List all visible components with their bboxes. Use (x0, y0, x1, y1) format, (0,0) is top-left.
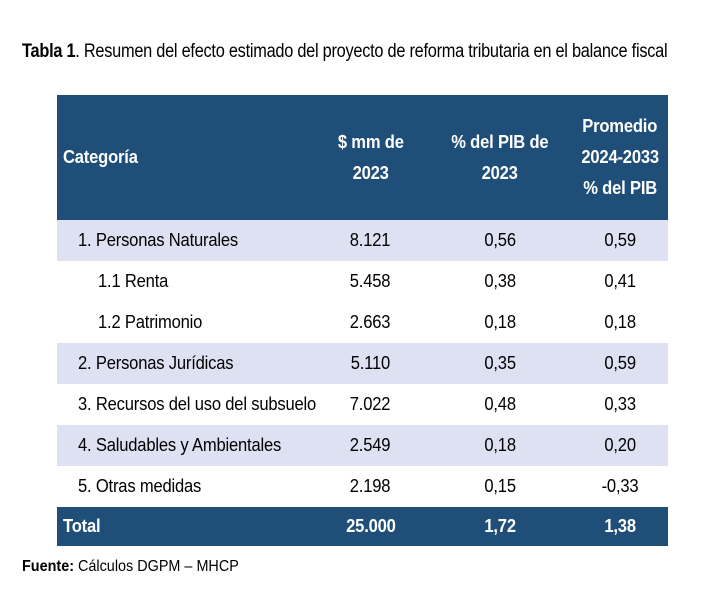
row-promedio: 0,59 (572, 220, 668, 261)
row-pib: 0,18 (428, 302, 572, 343)
header-pib: % del PIB de 2023 (428, 95, 572, 220)
row-categoria: 2. Personas Jurídicas (57, 343, 313, 384)
row-pib: 0,56 (428, 220, 572, 261)
row-categoria: 1.1 Renta (57, 261, 313, 302)
header-row: Categoría $ mm de 2023 % del PIB de 2023 P… (57, 95, 668, 220)
table-row: 1. Personas Naturales 8.121 0,56 0,59 (57, 220, 668, 261)
header-mm: $ mm de 2023 (313, 95, 428, 220)
row-promedio: 0,41 (572, 261, 668, 302)
header-promedio: Promedio 2024-2033% del PIB (572, 95, 668, 220)
table-row: 5. Otras medidas 2.198 0,15 -0,33 (57, 466, 668, 507)
table-footer: Total 25.000 1,72 1,38 (57, 507, 668, 546)
source-text: Cálculos DGPM – MHCP (74, 558, 239, 575)
table-caption: Tabla 1. Resumen del efecto estimado del… (22, 41, 668, 63)
table-header: Categoría $ mm de 2023 % del PIB de 2023 P… (57, 95, 668, 220)
row-categoria: 1. Personas Naturales (57, 220, 313, 261)
table-row: 3. Recursos del uso del subsuelo 7.022 0… (57, 384, 668, 425)
row-promedio: 0,18 (572, 302, 668, 343)
row-promedio: -0,33 (572, 466, 668, 507)
table-body: 1. Personas Naturales 8.121 0,56 0,59 1.… (57, 220, 668, 507)
total-categoria: Total (57, 507, 313, 546)
row-pib: 0,18 (428, 425, 572, 466)
total-pib: 1,72 (428, 507, 572, 546)
row-pib: 0,38 (428, 261, 572, 302)
row-categoria: 3. Recursos del uso del subsuelo (57, 384, 316, 425)
row-categoria: 1.2 Patrimonio (57, 302, 313, 343)
total-row: Total 25.000 1,72 1,38 (57, 507, 668, 546)
row-mm: 7.022 (313, 384, 428, 425)
table-row: 1.1 Renta 5.458 0,38 0,41 (57, 261, 668, 302)
source-label: Fuente: (22, 558, 75, 575)
row-mm: 5.110 (313, 343, 428, 384)
total-promedio: 1,38 (572, 507, 668, 546)
header-categoria: Categoría (57, 95, 313, 220)
total-mm: 25.000 (313, 507, 428, 546)
row-categoria: 5. Otras medidas (57, 466, 313, 507)
row-pib: 0,48 (428, 384, 572, 425)
row-promedio: 0,33 (572, 384, 668, 425)
row-mm: 8.121 (313, 220, 428, 261)
row-mm: 2.198 (313, 466, 428, 507)
row-promedio: 0,20 (572, 425, 668, 466)
fiscal-balance-table: Categoría $ mm de 2023 % del PIB de 2023 P… (57, 95, 668, 546)
row-mm: 2.663 (313, 302, 428, 343)
table-row: 4. Saludables y Ambientales 2.549 0,18 0… (57, 425, 668, 466)
row-mm: 2.549 (313, 425, 428, 466)
row-mm: 5.458 (313, 261, 428, 302)
row-pib: 0,15 (428, 466, 572, 507)
row-pib: 0,35 (428, 343, 572, 384)
table-row: 2. Personas Jurídicas 5.110 0,35 0,59 (57, 343, 668, 384)
table-row: 1.2 Patrimonio 2.663 0,18 0,18 (57, 302, 668, 343)
caption-text: . Resumen del efecto estimado del proyec… (75, 41, 668, 62)
caption-label: Tabla 1 (22, 41, 76, 62)
row-categoria: 4. Saludables y Ambientales (57, 425, 313, 466)
source-note: Fuente: Cálculos DGPM – MHCP (22, 558, 239, 576)
row-promedio: 0,59 (572, 343, 668, 384)
